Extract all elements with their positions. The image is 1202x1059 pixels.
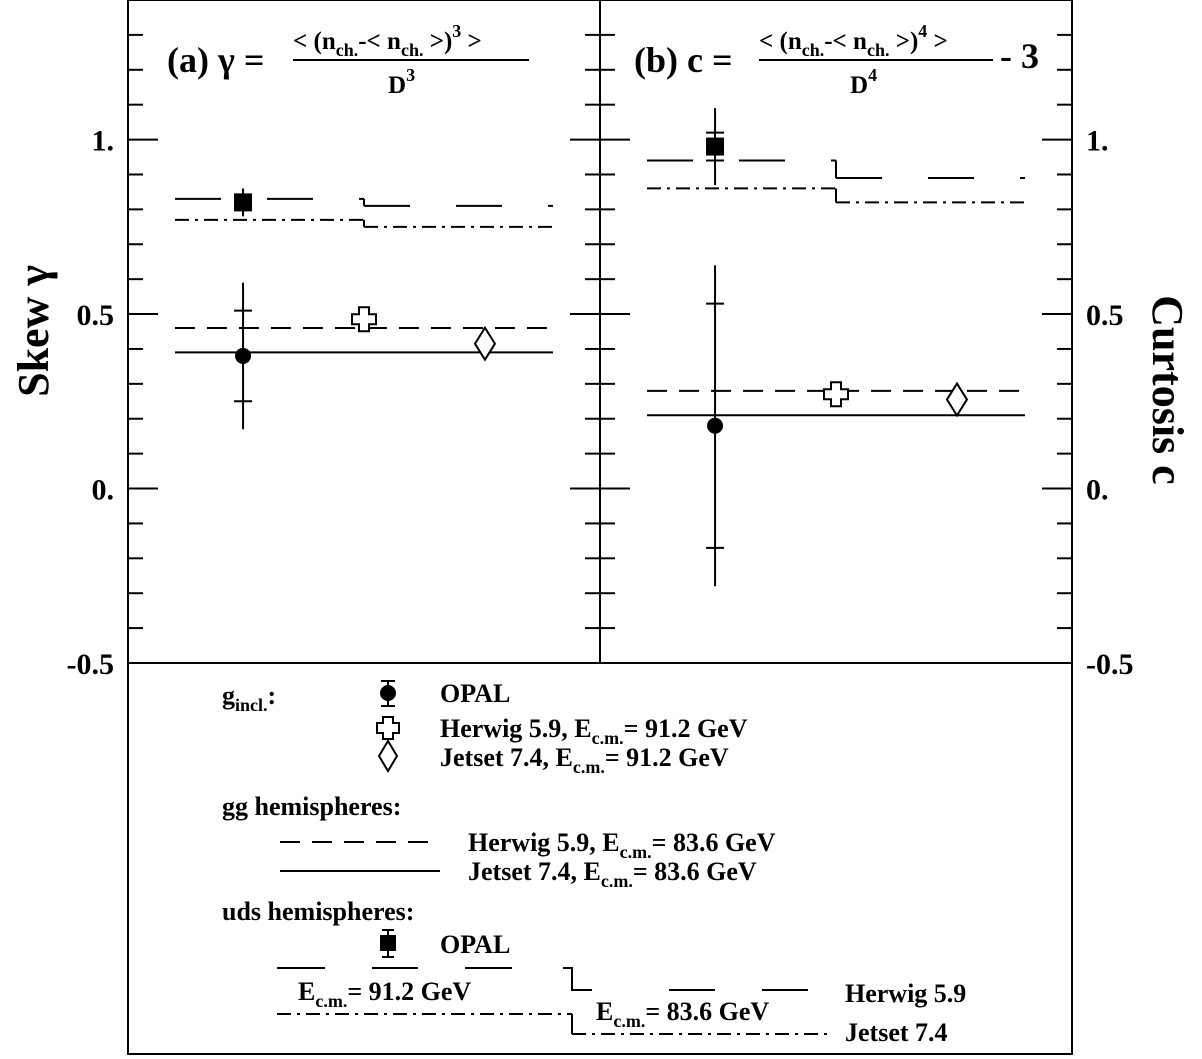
panel-b-formula: (b) c = < (nch.-< nch. >)4 > D4 - 3 xyxy=(634,21,1039,99)
panel-b-label: (b) xyxy=(634,40,678,80)
data-point-opal-gincl xyxy=(235,348,251,364)
legend-uds-heading: uds hemispheres: xyxy=(222,897,414,926)
legend-jetset-diamond-marker xyxy=(379,741,397,771)
legend-uds-opal-label: OPAL xyxy=(440,930,510,959)
legend-uds-herwig-label: Herwig 5.9 xyxy=(845,979,966,1008)
panel-1-ytick-label: -0.5 xyxy=(1086,648,1134,681)
panel-b-denominator: D4 xyxy=(850,65,877,99)
panel-a-denominator: D3 xyxy=(388,65,415,99)
panel-b-numerator: < (nch.-< nch. >)4 > xyxy=(759,21,948,60)
legend: gincl.: OPAL Herwig 5.9, Ec.m.= 91.2 GeV… xyxy=(222,679,966,1047)
panel-1-ytick-label: 0.5 xyxy=(1086,299,1124,332)
legend-opal-square-marker xyxy=(380,930,396,957)
legend-opal-label: OPAL xyxy=(440,679,510,708)
legend-gincl-title: gincl.: xyxy=(222,681,276,715)
legend-uds-ecm836-label: Ec.m.= 83.6 GeV xyxy=(596,997,769,1031)
panel-1-ytick-label: 1. xyxy=(1086,125,1109,158)
svg-text:(b) c =: (b) c = xyxy=(634,40,733,80)
panel-a-numerator: < (nch.-< nch. >)3 > xyxy=(293,21,482,60)
legend-uds-ecm912-label: Ec.m.= 91.2 GeV xyxy=(298,977,471,1011)
data-point-opal-gincl xyxy=(707,418,723,434)
data-point-opal-uds xyxy=(706,138,724,156)
panel-0-ytick-label: 0.5 xyxy=(77,299,115,332)
panel-0-ytick-label: -0.5 xyxy=(67,648,115,681)
panel-a-label: (a) xyxy=(167,40,209,80)
panel-b-frame xyxy=(600,0,1072,663)
data-point-opal-uds xyxy=(234,193,252,211)
panel-1-ytick-label: 0. xyxy=(1086,474,1109,507)
data-point-jetset-gincl xyxy=(947,384,967,416)
legend-opal-circle-marker xyxy=(380,681,396,706)
legend-uds-jetset-label: Jetset 7.4 xyxy=(845,1018,948,1047)
y-axis-label-right: Curtosis c xyxy=(1143,295,1192,484)
legend-gg-heading: gg hemispheres: xyxy=(222,792,401,821)
data-point-herwig-gincl xyxy=(824,382,848,406)
legend-gg-jetset-label: Jetset 7.4, Ec.m.= 83.6 GeV xyxy=(468,857,757,891)
panel-a-lhs: γ = xyxy=(217,40,264,80)
panel-0-ytick-label: 0. xyxy=(92,474,115,507)
y-axis-label-left: Skew γ xyxy=(9,265,58,397)
panel-b-suffix: - 3 xyxy=(1000,36,1039,76)
panel-a-formula: (a) γ = < (nch.-< nch. >)3 > D3 xyxy=(167,21,529,99)
panel-b-lhs: c = xyxy=(687,40,733,80)
legend-herwig-cross-marker xyxy=(377,717,399,739)
svg-text:(a) γ =: (a) γ = xyxy=(167,40,264,80)
data-point-jetset-gincl xyxy=(475,328,495,360)
legend-jetset-gincl-label: Jetset 7.4, Ec.m.= 91.2 GeV xyxy=(440,743,729,777)
panel-0-ytick-label: 1. xyxy=(92,125,115,158)
